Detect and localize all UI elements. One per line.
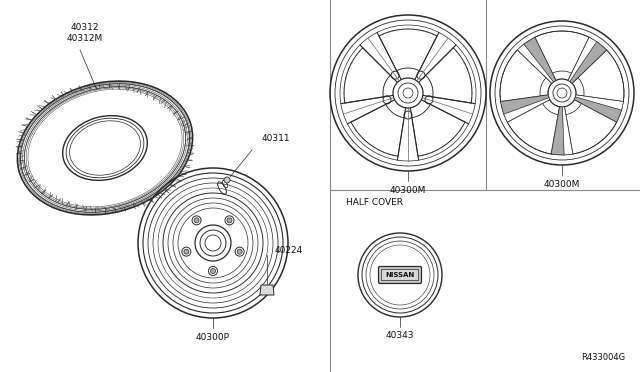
Text: 40300P: 40300P — [196, 334, 230, 343]
Text: 40300M: 40300M — [544, 180, 580, 189]
Text: 40311: 40311 — [262, 134, 291, 142]
Circle shape — [490, 21, 634, 165]
Circle shape — [194, 218, 199, 223]
Polygon shape — [260, 285, 274, 295]
Polygon shape — [563, 107, 573, 155]
Circle shape — [138, 168, 288, 318]
Polygon shape — [517, 44, 554, 83]
Polygon shape — [504, 98, 550, 122]
Text: 40312M: 40312M — [67, 33, 103, 42]
Circle shape — [184, 249, 189, 254]
Text: HALF COVER: HALF COVER — [346, 198, 403, 207]
Text: 40312: 40312 — [71, 22, 99, 32]
Polygon shape — [500, 95, 549, 114]
Ellipse shape — [17, 81, 193, 215]
Polygon shape — [524, 37, 556, 82]
Circle shape — [330, 15, 486, 171]
Circle shape — [237, 249, 242, 254]
Circle shape — [224, 177, 230, 183]
Polygon shape — [575, 95, 623, 110]
Polygon shape — [570, 42, 607, 83]
Circle shape — [211, 269, 216, 273]
Text: R433004G: R433004G — [581, 353, 625, 362]
Text: 40300M: 40300M — [390, 186, 426, 195]
Polygon shape — [568, 37, 596, 81]
Text: NISSAN: NISSAN — [385, 272, 415, 278]
Text: 40224: 40224 — [275, 246, 303, 254]
FancyBboxPatch shape — [381, 269, 419, 280]
Polygon shape — [551, 107, 564, 155]
Circle shape — [358, 233, 442, 317]
FancyBboxPatch shape — [378, 266, 422, 283]
Polygon shape — [574, 97, 621, 122]
Text: 40343: 40343 — [386, 331, 414, 340]
Circle shape — [227, 218, 232, 223]
